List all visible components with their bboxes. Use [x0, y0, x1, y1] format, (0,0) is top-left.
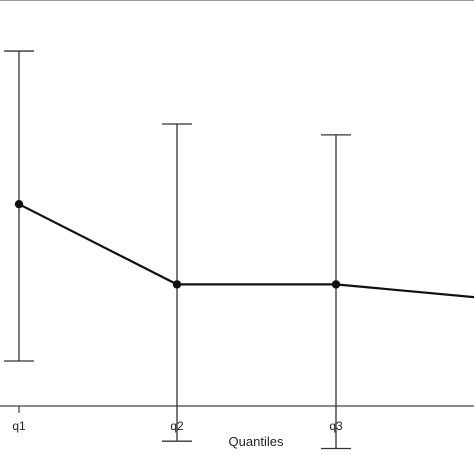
data-point-q3 — [331, 280, 341, 289]
series-line — [18, 203, 474, 299]
x-axis-title: Quantiles — [229, 434, 284, 449]
data-point-q2 — [172, 280, 182, 289]
error-bars — [4, 50, 351, 450]
data-point-q1 — [14, 199, 24, 209]
x-ticks: q1 q2 q3 — [12, 406, 343, 433]
x-tick-label-q3: q3 — [329, 419, 343, 433]
series-line-group — [18, 203, 474, 299]
x-tick-label-q2: q2 — [170, 419, 184, 433]
data-points — [14, 199, 341, 289]
x-tick-label-q1: q1 — [12, 419, 26, 433]
